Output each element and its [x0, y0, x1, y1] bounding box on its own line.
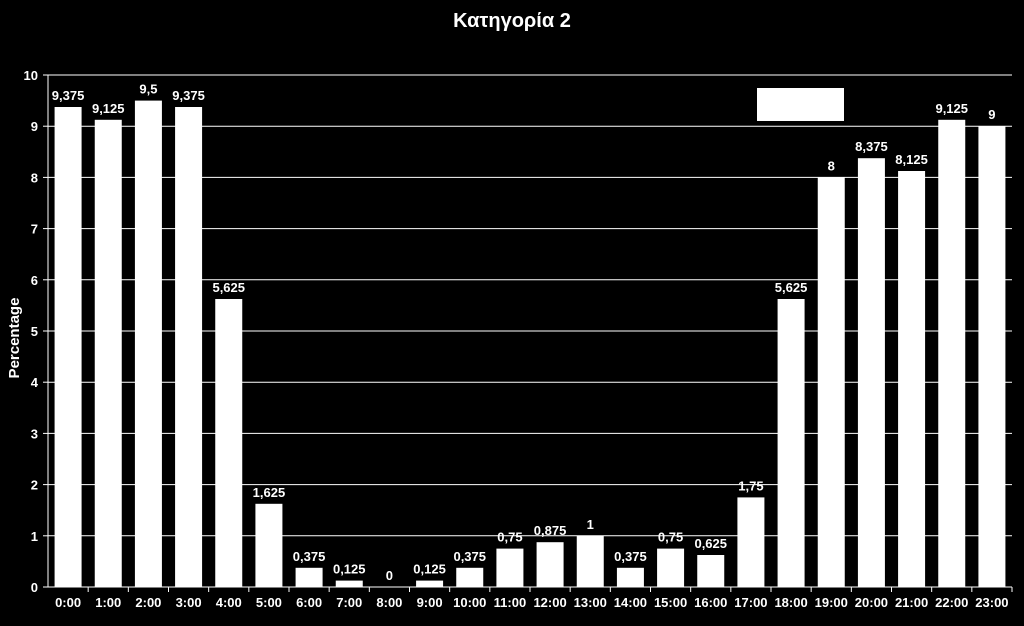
- bar: [697, 555, 725, 587]
- bar: [134, 100, 162, 587]
- y-tick-label: 0: [31, 580, 38, 595]
- data-label: 0,875: [534, 523, 567, 538]
- x-tick-label: 22:00: [935, 595, 968, 610]
- data-label: 9,5: [139, 82, 157, 97]
- data-label: 5,625: [775, 280, 808, 295]
- bar: [576, 535, 604, 587]
- data-label: 1,75: [738, 478, 763, 493]
- data-label: 0,125: [333, 562, 366, 577]
- x-tick-label: 2:00: [135, 595, 161, 610]
- x-tick-label: 21:00: [895, 595, 928, 610]
- data-label: 0,375: [453, 549, 486, 564]
- x-tick-label: 8:00: [376, 595, 402, 610]
- data-label: 0,75: [497, 530, 522, 545]
- data-label: 9: [988, 107, 995, 122]
- bar: [978, 126, 1006, 587]
- data-label: 9,375: [172, 88, 205, 103]
- bar: [817, 177, 845, 587]
- x-tick-label: 15:00: [654, 595, 687, 610]
- data-label: 0,125: [413, 562, 446, 577]
- bar: [496, 548, 524, 587]
- data-label: 1: [587, 517, 594, 532]
- bar: [255, 503, 283, 587]
- bars: [54, 100, 1006, 588]
- data-label: 0,75: [658, 530, 683, 545]
- y-tick-label: 9: [31, 119, 38, 134]
- y-tick-label: 5: [31, 324, 38, 339]
- bar: [295, 567, 323, 587]
- x-tick-label: 13:00: [574, 595, 607, 610]
- data-label: 0,625: [694, 536, 727, 551]
- bar: [456, 567, 484, 587]
- bar: [215, 299, 243, 587]
- data-label: 0,375: [293, 549, 326, 564]
- data-label: 9,125: [935, 101, 968, 116]
- y-tick-label: 7: [31, 222, 38, 237]
- data-label: 9,375: [52, 88, 85, 103]
- x-tick-label: 20:00: [855, 595, 888, 610]
- y-tick-label: 4: [31, 375, 39, 390]
- data-labels: 9,375 9,125 9,5 9,375 5,625 1,625 0,375 0,125 0 0…: [52, 82, 996, 583]
- x-tick-label: 3:00: [176, 595, 202, 610]
- x-tick-label: 14:00: [614, 595, 647, 610]
- grid-lines: [48, 74, 1012, 537]
- y-tick-label: 2: [31, 478, 38, 493]
- x-tick-label: 5:00: [256, 595, 282, 610]
- legend-box: [757, 88, 844, 121]
- x-tick-label: 17:00: [734, 595, 767, 610]
- y-tick-label: 10: [24, 68, 38, 83]
- x-tick-label: 9:00: [417, 595, 443, 610]
- bar: [657, 548, 685, 587]
- y-tick-label: 3: [31, 426, 38, 441]
- x-tick-label: 4:00: [216, 595, 242, 610]
- bar: [938, 119, 966, 588]
- bar: [857, 158, 885, 587]
- x-tick-label: 12:00: [533, 595, 566, 610]
- data-label: 8,375: [855, 139, 888, 154]
- x-tick-label: 16:00: [694, 595, 727, 610]
- data-label: 0: [386, 568, 393, 583]
- bar: [536, 542, 564, 587]
- data-label: 1,625: [253, 485, 286, 500]
- bar: [616, 567, 644, 587]
- x-tick-label: 23:00: [975, 595, 1008, 610]
- bar: [898, 171, 926, 587]
- y-tick-label: 1: [31, 529, 38, 544]
- x-tick-label: 10:00: [453, 595, 486, 610]
- y-axis-label: Percentage: [6, 298, 23, 379]
- x-tick-label: 1:00: [95, 595, 121, 610]
- y-tick-label: 6: [31, 273, 38, 288]
- x-tick-label: 7:00: [336, 595, 362, 610]
- bar: [175, 107, 203, 587]
- x-tick-label: 11:00: [494, 595, 527, 610]
- data-label: 9,125: [92, 101, 125, 116]
- data-label: 0,375: [614, 549, 647, 564]
- bar: [777, 299, 805, 587]
- bar: [94, 119, 122, 588]
- data-label: 8,125: [895, 152, 928, 167]
- y-tick-label: 8: [31, 170, 38, 185]
- bar: [335, 580, 363, 587]
- x-tick-label: 18:00: [774, 595, 807, 610]
- data-label: 8: [828, 158, 835, 173]
- x-tick-label: 6:00: [296, 595, 322, 610]
- data-label: 5,625: [212, 280, 245, 295]
- x-tick-label: 19:00: [815, 595, 848, 610]
- bar: [54, 107, 82, 587]
- bar: [737, 497, 765, 587]
- bar: [416, 580, 444, 587]
- x-tick-label: 0:00: [55, 595, 81, 610]
- chart-title: Κατηγορία 2: [453, 10, 571, 32]
